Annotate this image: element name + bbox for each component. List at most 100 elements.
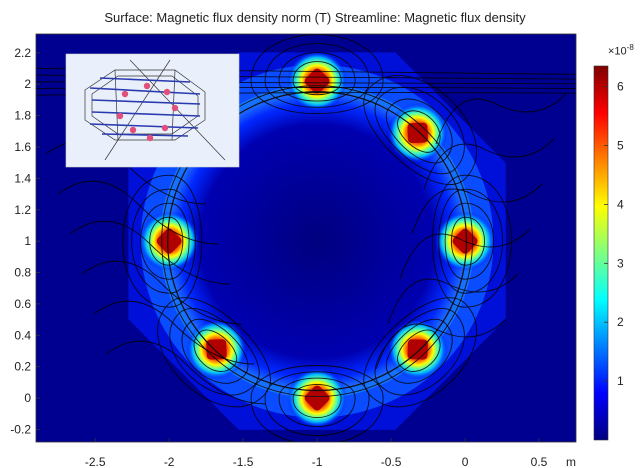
streamline-6-4 — [157, 304, 266, 408]
streamline-right-1 — [435, 93, 567, 145]
streamline-inner-3-4 — [432, 174, 466, 308]
colorbar-multiplier: ×10-8 — [608, 43, 634, 58]
ring-outline — [167, 91, 468, 392]
streamline-1-3 — [264, 43, 370, 82]
x-tick-label: 0.5 — [531, 455, 548, 468]
streamline-5-3 — [264, 398, 370, 436]
streamline-inner-5-1 — [292, 383, 342, 399]
y-tick-label: 0.8 — [14, 266, 31, 280]
streamline-5-2 — [278, 398, 356, 427]
inner-disk — [167, 91, 467, 391]
streamline-4-2 — [389, 323, 453, 384]
y-tick-label: 1.6 — [14, 140, 31, 154]
y-tick-label: 1.4 — [14, 171, 31, 185]
streamline-6-3 — [169, 313, 255, 396]
hotspot-core-6 — [206, 339, 227, 360]
plot-title: Surface: Magnetic flux density norm (T) … — [104, 10, 526, 25]
streamline-inner-2-3 — [374, 97, 457, 175]
streamline-inner-7-1 — [169, 216, 184, 266]
x-axis-unit: m — [566, 455, 576, 468]
streamline-right-4 — [399, 228, 531, 280]
streamline-right-5 — [387, 273, 519, 325]
streamline-inner-6-3 — [178, 308, 260, 386]
streamline-right-6 — [375, 318, 507, 370]
streamline-inner-3-3 — [438, 188, 466, 294]
streamline-left-5 — [93, 300, 255, 365]
streamline-left-4 — [81, 260, 243, 325]
streamline-inner-1-1 — [292, 81, 342, 96]
x-tick-label: -2.5 — [85, 455, 106, 468]
y-tick-label: 0.2 — [14, 360, 31, 374]
streamline-inner-7-4 — [169, 174, 203, 308]
streamline-4-1 — [399, 332, 441, 372]
streamline-1-4 — [250, 34, 384, 82]
x-tick-label: -2 — [164, 455, 175, 468]
streamline-2-3 — [379, 86, 465, 169]
streamline-inner-5-2 — [278, 377, 356, 399]
streamline-inner-3-1 — [450, 216, 466, 266]
streamline-inner-7-2 — [169, 202, 190, 280]
streamline-3-2 — [465, 202, 494, 280]
x-axis: -2.5 -2 -1.5 -1 -0.5 0 0.5 — [85, 438, 548, 468]
inset-coils — [89, 77, 201, 137]
colorbar-ticks: 6 5 4 3 2 1 — [604, 80, 624, 388]
hotspot-core-4 — [407, 339, 428, 360]
streamline-1-2 — [278, 52, 356, 82]
streamline-inner-2-2 — [385, 106, 446, 164]
y-tick-label: 1.2 — [14, 203, 31, 217]
y-tick-label: 1 — [24, 234, 31, 248]
y-tick-label: 1.8 — [14, 109, 31, 123]
streamline-4-4 — [369, 304, 477, 408]
colorbar-tick-label: 6 — [617, 80, 624, 94]
colorbar-tick-label: 3 — [617, 256, 624, 270]
streamline-inner-1-2 — [278, 81, 356, 102]
streamline-6-2 — [181, 323, 245, 384]
x-tick-label: -1 — [312, 455, 323, 468]
model-inset — [65, 53, 240, 168]
colorbar-tick-label: 1 — [617, 374, 624, 388]
streamline-5-1 — [292, 398, 342, 419]
plot-frame — [35, 33, 577, 443]
streamline-6-1 — [193, 332, 235, 372]
y-tick-label: -0.2 — [10, 422, 31, 436]
inset-markers — [116, 82, 179, 142]
streamline-inner-5-4 — [250, 365, 384, 399]
y-tick-label: 2.2 — [14, 46, 31, 60]
streamline-2-4 — [369, 75, 477, 179]
colorbar-tick-label: 5 — [617, 139, 624, 153]
streamline-7-4 — [122, 174, 170, 308]
x-tick-label: -0.5 — [381, 455, 402, 468]
hotspot-core-7 — [156, 228, 182, 254]
streamline-inner-4-1 — [397, 329, 436, 367]
streamline-inner-3-2 — [444, 202, 466, 280]
streamline-right-2 — [423, 138, 555, 190]
inset-background — [65, 53, 240, 168]
colorbar — [593, 65, 609, 441]
streamline-2-1 — [399, 110, 441, 150]
x-tick-label: 0 — [462, 455, 469, 468]
streamline-left-3 — [69, 220, 231, 285]
hotspot-core-2 — [407, 122, 428, 144]
streamline-2-2 — [389, 98, 453, 160]
y-tick-label: 0 — [24, 391, 31, 405]
streamline-inner-6-2 — [188, 318, 249, 376]
streamline-3-4 — [465, 174, 512, 308]
streamline-left-2 — [57, 180, 219, 245]
streamline-inner-1-3 — [264, 81, 370, 108]
streamline-inner-2-4 — [363, 87, 467, 185]
streamline-7-3 — [131, 188, 170, 294]
streamline-3-3 — [465, 188, 503, 294]
y-tick-label: 2 — [24, 77, 31, 91]
streamline-inner-2-1 — [397, 116, 436, 153]
y-tick-label: 0.4 — [14, 328, 31, 342]
streamline-left-6 — [105, 340, 267, 405]
streamline-inner-4-4 — [363, 297, 467, 395]
streamline-inner-6-1 — [198, 329, 237, 367]
x-tick-label: -1.5 — [233, 455, 254, 468]
y-tick-label: 0.6 — [14, 297, 31, 311]
streamline-right-3 — [411, 183, 543, 235]
streamline-inner-6-4 — [167, 297, 271, 395]
colorbar-tick-label: 4 — [617, 197, 624, 211]
streamline-4-3 — [379, 313, 465, 396]
